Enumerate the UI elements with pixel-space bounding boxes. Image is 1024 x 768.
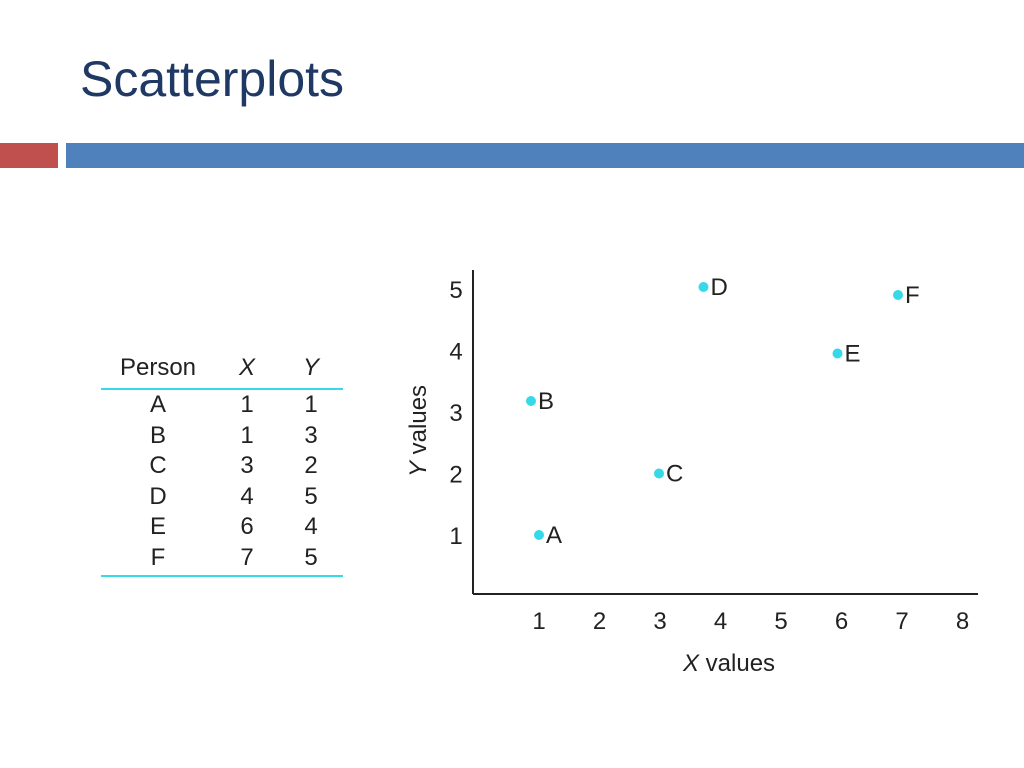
- y-axis-label-var: Y: [405, 459, 432, 477]
- header-y: Y: [279, 352, 343, 390]
- cell-y: 3: [304, 421, 318, 449]
- x-tick-label: 6: [835, 608, 848, 635]
- cell-y: 1: [304, 391, 318, 418]
- y-tick-label: 5: [449, 277, 462, 304]
- table-header-row: Person X Y: [101, 352, 343, 390]
- header-x: X: [215, 352, 279, 390]
- y-axis-label-rest: values: [405, 385, 432, 461]
- accent-bar-blue: [66, 143, 1024, 168]
- cell-x: 1: [240, 391, 254, 418]
- data-table: Person X Y A 1 1 B 1 3 C 3 2 D 4 5 E 6 4: [101, 352, 343, 577]
- scatter-point-c: [654, 468, 664, 479]
- point-label-b: B: [538, 388, 554, 415]
- x-tick-label: 4: [714, 608, 727, 635]
- cell-x: 7: [215, 542, 279, 577]
- cell-person: A: [149, 391, 166, 418]
- cell-person: B: [149, 421, 166, 449]
- table-row: B 1 3: [101, 421, 343, 452]
- x-tick-label: 5: [774, 608, 787, 635]
- scatter-point-f: [893, 290, 903, 300]
- x-tick-label: 1: [532, 608, 545, 635]
- y-tick-label: 4: [449, 339, 462, 366]
- table-row: C 3 2: [101, 451, 343, 482]
- scatter-point-d: [698, 282, 709, 292]
- point-label-e: E: [845, 341, 861, 368]
- accent-bar-red: [0, 143, 58, 168]
- scatter-point-e: [832, 348, 843, 359]
- y-axis-label: Y values: [405, 385, 432, 477]
- scatter-points: A B C D E F: [526, 274, 920, 549]
- x-axis-label-rest: values: [699, 650, 775, 677]
- y-tick-label: 3: [449, 400, 462, 427]
- table-row: D 4 5: [101, 482, 343, 513]
- x-tick-labels: 1 2 3 4 5 6 7 8: [532, 608, 969, 635]
- x-tick-label: 7: [895, 608, 908, 635]
- cell-person: E: [149, 513, 166, 540]
- table-row: E 6 4: [101, 512, 343, 543]
- x-axis-label: X values: [682, 650, 775, 677]
- cell-x: 1: [240, 421, 254, 449]
- x-tick-label: 8: [956, 608, 969, 635]
- cell-person: F: [101, 542, 215, 577]
- x-tick-label: 3: [653, 608, 666, 635]
- x-axis-label-var: X: [682, 650, 700, 677]
- point-label-c: C: [666, 461, 683, 488]
- point-label-f: F: [905, 282, 920, 309]
- cell-x: 3: [240, 452, 254, 479]
- cell-x: 6: [240, 513, 254, 540]
- x-tick-label: 2: [593, 608, 606, 635]
- cell-person: C: [149, 452, 167, 479]
- table-row: A 1 1: [101, 389, 343, 421]
- table-row: F 7 5: [101, 542, 343, 577]
- cell-y: 5: [304, 482, 318, 510]
- y-tick-label: 1: [449, 523, 462, 550]
- cell-person: D: [149, 482, 167, 510]
- point-label-d: D: [711, 274, 728, 301]
- cell-x: 4: [240, 482, 254, 510]
- y-tick-labels: 1 2 3 4 5: [449, 277, 462, 550]
- slide-title: Scatterplots: [80, 51, 345, 107]
- scatter-point-b: [526, 396, 536, 406]
- y-tick-label: 2: [449, 462, 462, 489]
- point-label-a: A: [546, 522, 562, 549]
- scatter-point-a: [534, 530, 544, 540]
- cell-y: 5: [279, 542, 343, 577]
- cell-y: 2: [304, 452, 318, 479]
- cell-y: 4: [304, 513, 318, 540]
- header-person: Person: [101, 352, 215, 390]
